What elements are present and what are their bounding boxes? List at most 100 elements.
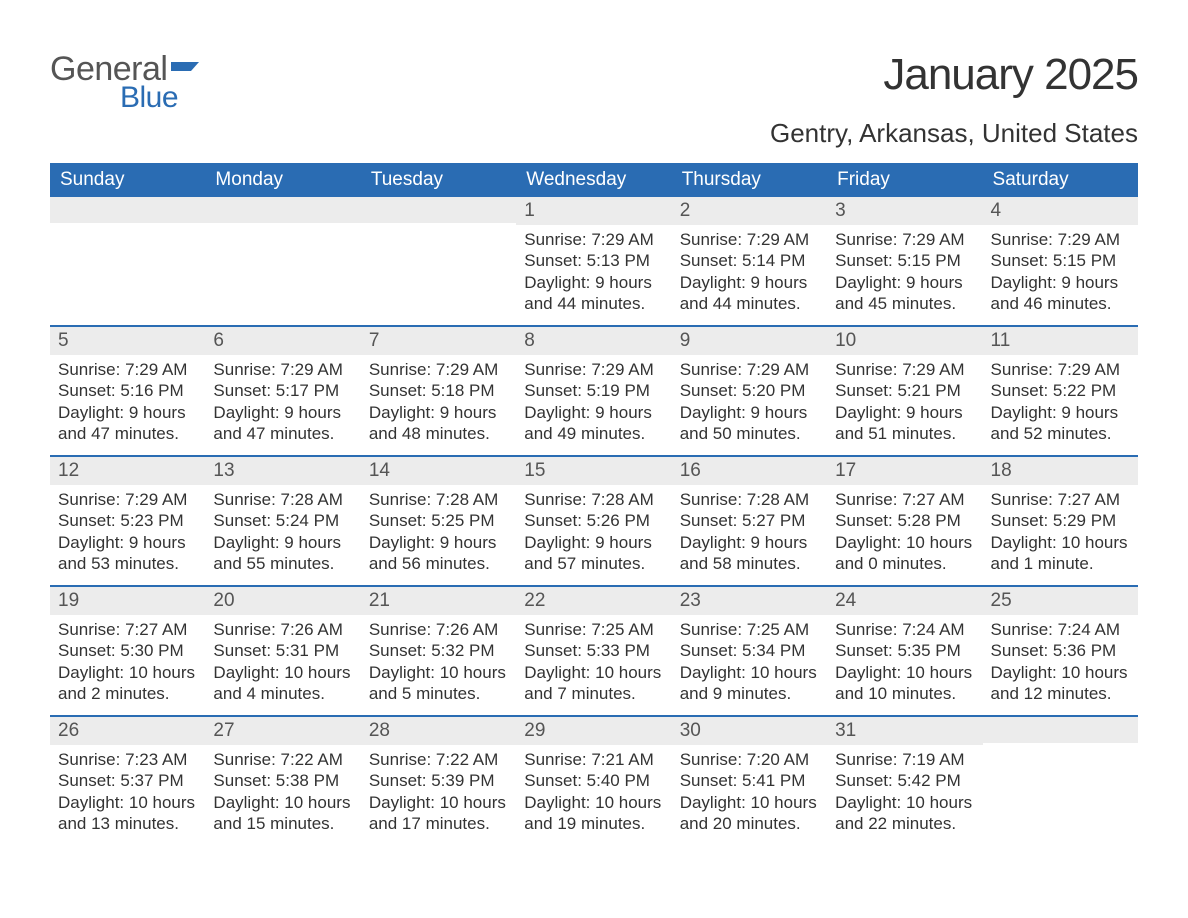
- daylight-line1: Daylight: 9 hours: [524, 272, 663, 293]
- sunset-line: Sunset: 5:23 PM: [58, 510, 197, 531]
- day-details: Sunrise: 7:26 AMSunset: 5:32 PMDaylight:…: [361, 615, 516, 704]
- sunrise-line: Sunrise: 7:29 AM: [991, 359, 1130, 380]
- sunrise-line: Sunrise: 7:29 AM: [835, 359, 974, 380]
- weekday-header: Thursday: [672, 163, 827, 197]
- calendar-cell: 8Sunrise: 7:29 AMSunset: 5:19 PMDaylight…: [516, 327, 671, 455]
- sunset-line: Sunset: 5:15 PM: [991, 250, 1130, 271]
- day-number: 14: [361, 457, 516, 485]
- day-number: 12: [50, 457, 205, 485]
- daylight-line2: and 15 minutes.: [213, 813, 352, 834]
- sunset-line: Sunset: 5:41 PM: [680, 770, 819, 791]
- daylight-line1: Daylight: 10 hours: [991, 532, 1130, 553]
- sunset-line: Sunset: 5:32 PM: [369, 640, 508, 661]
- daylight-line2: and 50 minutes.: [680, 423, 819, 444]
- sunrise-line: Sunrise: 7:29 AM: [524, 359, 663, 380]
- daylight-line1: Daylight: 9 hours: [213, 532, 352, 553]
- day-number: 5: [50, 327, 205, 355]
- day-number: 6: [205, 327, 360, 355]
- sunrise-line: Sunrise: 7:29 AM: [58, 359, 197, 380]
- month-title: January 2025: [770, 50, 1138, 100]
- calendar-cell: [983, 717, 1138, 845]
- sunset-line: Sunset: 5:24 PM: [213, 510, 352, 531]
- sunrise-line: Sunrise: 7:20 AM: [680, 749, 819, 770]
- daylight-line1: Daylight: 10 hours: [369, 662, 508, 683]
- sunrise-line: Sunrise: 7:29 AM: [524, 229, 663, 250]
- day-details: Sunrise: 7:21 AMSunset: 5:40 PMDaylight:…: [516, 745, 671, 834]
- daylight-line2: and 52 minutes.: [991, 423, 1130, 444]
- day-number: 27: [205, 717, 360, 745]
- brand-logo: General Blue: [50, 50, 205, 115]
- sunset-line: Sunset: 5:31 PM: [213, 640, 352, 661]
- sunset-line: Sunset: 5:22 PM: [991, 380, 1130, 401]
- day-number: 15: [516, 457, 671, 485]
- calendar-cell: 14Sunrise: 7:28 AMSunset: 5:25 PMDayligh…: [361, 457, 516, 585]
- calendar-cell: 26Sunrise: 7:23 AMSunset: 5:37 PMDayligh…: [50, 717, 205, 845]
- daylight-line1: Daylight: 9 hours: [835, 402, 974, 423]
- day-number: 4: [983, 197, 1138, 225]
- daylight-line2: and 20 minutes.: [680, 813, 819, 834]
- daylight-line2: and 0 minutes.: [835, 553, 974, 574]
- sunrise-line: Sunrise: 7:28 AM: [213, 489, 352, 510]
- daylight-line1: Daylight: 10 hours: [835, 662, 974, 683]
- day-number: 10: [827, 327, 982, 355]
- calendar-cell: 2Sunrise: 7:29 AMSunset: 5:14 PMDaylight…: [672, 197, 827, 325]
- calendar-cell: 25Sunrise: 7:24 AMSunset: 5:36 PMDayligh…: [983, 587, 1138, 715]
- day-details: Sunrise: 7:26 AMSunset: 5:31 PMDaylight:…: [205, 615, 360, 704]
- daylight-line2: and 7 minutes.: [524, 683, 663, 704]
- sunset-line: Sunset: 5:27 PM: [680, 510, 819, 531]
- daylight-line1: Daylight: 9 hours: [213, 402, 352, 423]
- calendar-cell: 20Sunrise: 7:26 AMSunset: 5:31 PMDayligh…: [205, 587, 360, 715]
- daylight-line1: Daylight: 10 hours: [991, 662, 1130, 683]
- sunrise-line: Sunrise: 7:27 AM: [58, 619, 197, 640]
- calendar-cell: 9Sunrise: 7:29 AMSunset: 5:20 PMDaylight…: [672, 327, 827, 455]
- sunrise-line: Sunrise: 7:24 AM: [991, 619, 1130, 640]
- daylight-line2: and 45 minutes.: [835, 293, 974, 314]
- calendar-cell: 30Sunrise: 7:20 AMSunset: 5:41 PMDayligh…: [672, 717, 827, 845]
- day-details: Sunrise: 7:29 AMSunset: 5:15 PMDaylight:…: [827, 225, 982, 314]
- day-details: Sunrise: 7:23 AMSunset: 5:37 PMDaylight:…: [50, 745, 205, 834]
- daylight-line1: Daylight: 9 hours: [680, 402, 819, 423]
- page-header: General Blue January 2025 Gentry, Arkans…: [50, 50, 1138, 149]
- daylight-line1: Daylight: 10 hours: [213, 792, 352, 813]
- daylight-line1: Daylight: 9 hours: [524, 532, 663, 553]
- daylight-line2: and 5 minutes.: [369, 683, 508, 704]
- day-number: [983, 717, 1138, 743]
- daylight-line2: and 19 minutes.: [524, 813, 663, 834]
- sunrise-line: Sunrise: 7:29 AM: [991, 229, 1130, 250]
- calendar-week: 26Sunrise: 7:23 AMSunset: 5:37 PMDayligh…: [50, 715, 1138, 845]
- day-number: [205, 197, 360, 223]
- sunrise-line: Sunrise: 7:29 AM: [58, 489, 197, 510]
- sunset-line: Sunset: 5:13 PM: [524, 250, 663, 271]
- calendar-cell: 13Sunrise: 7:28 AMSunset: 5:24 PMDayligh…: [205, 457, 360, 585]
- sunset-line: Sunset: 5:38 PM: [213, 770, 352, 791]
- daylight-line2: and 46 minutes.: [991, 293, 1130, 314]
- daylight-line2: and 44 minutes.: [524, 293, 663, 314]
- sunset-line: Sunset: 5:37 PM: [58, 770, 197, 791]
- sunset-line: Sunset: 5:39 PM: [369, 770, 508, 791]
- daylight-line2: and 13 minutes.: [58, 813, 197, 834]
- daylight-line1: Daylight: 10 hours: [58, 792, 197, 813]
- weekday-header-row: Sunday Monday Tuesday Wednesday Thursday…: [50, 163, 1138, 197]
- calendar-cell: 4 Sunrise: 7:29 AMSunset: 5:15 PMDaylight…: [983, 197, 1138, 325]
- daylight-line2: and 12 minutes.: [991, 683, 1130, 704]
- day-details: Sunrise: 7:28 AMSunset: 5:27 PMDaylight:…: [672, 485, 827, 574]
- daylight-line2: and 47 minutes.: [58, 423, 197, 444]
- day-details: Sunrise: 7:29 AMSunset: 5:18 PMDaylight:…: [361, 355, 516, 444]
- daylight-line1: Daylight: 9 hours: [991, 272, 1130, 293]
- day-number: 23: [672, 587, 827, 615]
- calendar-cell: 17Sunrise: 7:27 AMSunset: 5:28 PMDayligh…: [827, 457, 982, 585]
- title-block: January 2025 Gentry, Arkansas, United St…: [770, 50, 1138, 149]
- sunrise-line: Sunrise: 7:23 AM: [58, 749, 197, 770]
- day-details: Sunrise: 7:27 AMSunset: 5:28 PMDaylight:…: [827, 485, 982, 574]
- day-details: Sunrise: 7:29 AMSunset: 5:23 PMDaylight:…: [50, 485, 205, 574]
- day-number: 20: [205, 587, 360, 615]
- calendar-cell: 28Sunrise: 7:22 AMSunset: 5:39 PMDayligh…: [361, 717, 516, 845]
- sunrise-line: Sunrise: 7:28 AM: [369, 489, 508, 510]
- sunset-line: Sunset: 5:36 PM: [991, 640, 1130, 661]
- calendar-cell: 15Sunrise: 7:28 AMSunset: 5:26 PMDayligh…: [516, 457, 671, 585]
- day-number: 24: [827, 587, 982, 615]
- day-number: 7: [361, 327, 516, 355]
- calendar-cell: 1Sunrise: 7:29 AMSunset: 5:13 PMDaylight…: [516, 197, 671, 325]
- daylight-line2: and 51 minutes.: [835, 423, 974, 444]
- sunrise-line: Sunrise: 7:21 AM: [524, 749, 663, 770]
